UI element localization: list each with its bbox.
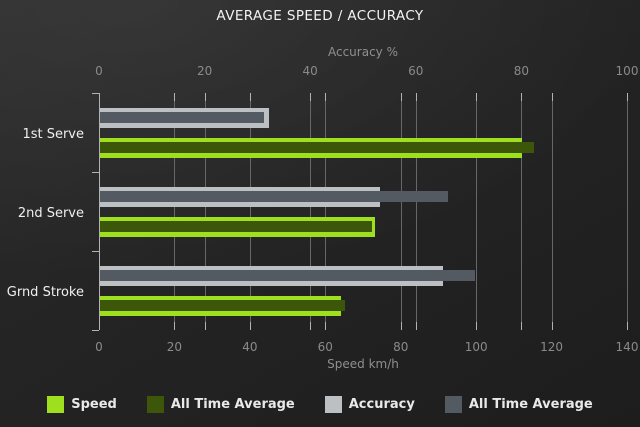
tick-bottom-60-top	[325, 93, 327, 101]
axis-tick-label-top-40: 40	[302, 64, 318, 78]
gridline-bottom-60	[325, 93, 327, 330]
axis-tick-label-bottom-120: 120	[540, 340, 564, 354]
tick-bottom-120-top	[551, 93, 553, 101]
tick-top-40-top	[310, 93, 312, 101]
axis-tick-label-bottom-80: 80	[393, 340, 409, 354]
category-boundary-tick-3	[92, 330, 99, 331]
tick-top-80-top	[521, 93, 523, 101]
axis-tick-label-bottom-0: 0	[95, 340, 103, 354]
gridline-bottom-140	[627, 93, 628, 330]
legend-item-0-speed: Speed	[47, 396, 117, 413]
tick-top-80-bottom	[521, 322, 523, 330]
axis-tick-label-top-100: 100	[615, 64, 639, 78]
gridline-top-80	[521, 93, 523, 330]
tick-top-60-bottom	[415, 322, 417, 330]
plot-area	[92, 93, 628, 331]
tick-bottom-140-bottom	[627, 322, 628, 330]
gridline-bottom-120	[551, 93, 553, 330]
tick-bottom-100-bottom	[476, 322, 478, 330]
category-label-2nd-serve: 2nd Serve	[17, 205, 84, 221]
legend-item-1-all-time-average: All Time Average	[146, 396, 295, 413]
tick-top-40-bottom	[310, 322, 312, 330]
axis-tick-label-bottom-60: 60	[317, 340, 333, 354]
bar-accuracy-all-time-average-1st-serve	[100, 112, 264, 123]
tick-bottom-140-top	[627, 93, 628, 101]
tick-bottom-80-bottom	[400, 322, 402, 330]
gridline-top-20	[204, 93, 206, 330]
tick-bottom-80-top	[400, 93, 402, 101]
category-boundary-tick-1	[92, 172, 99, 173]
legend: Speed All Time Average Accuracy All Time Av…	[0, 396, 640, 413]
y-axis-line	[99, 93, 100, 330]
legend-swatch-speed-icon	[47, 396, 65, 413]
legend-item-2-accuracy: Accuracy	[324, 396, 415, 413]
legend-item-3-all-time-average: All Time Average	[444, 396, 593, 413]
axis-tick-label-top-20: 20	[196, 64, 213, 78]
axis-tick-label-top-60: 60	[408, 64, 424, 78]
category-label-1st-serve: 1st Serve	[22, 126, 84, 142]
gridline-bottom-40	[249, 93, 251, 330]
bar-speed-all-time-average-2nd-serve	[100, 221, 372, 232]
gridline-bottom-80	[400, 93, 402, 330]
bottom-axis-title: Speed km/h	[327, 357, 399, 371]
tick-bottom-60-bottom	[325, 322, 327, 330]
axis-tick-label-top-0: 0	[95, 64, 103, 78]
tick-bottom-100-top	[476, 93, 478, 101]
tick-bottom-20-bottom	[174, 322, 176, 330]
legend-label-speed: Speed	[71, 397, 117, 412]
tick-bottom-40-bottom	[249, 322, 251, 330]
tick-bottom-20-top	[174, 93, 176, 101]
axis-tick-label-bottom-100: 100	[464, 340, 488, 354]
axis-tick-label-bottom-40: 40	[242, 340, 258, 354]
legend-swatch-all-time-average-icon	[146, 396, 164, 413]
legend-label-all-time-average: All Time Average	[468, 397, 593, 412]
tick-top-60-top	[415, 93, 417, 101]
legend-swatch-accuracy-icon	[324, 396, 342, 413]
bar-speed-all-time-average-grnd-stroke	[100, 300, 346, 311]
gridline-top-40	[310, 93, 312, 330]
gridline-top-60	[415, 93, 417, 330]
axis-tick-label-top-80: 80	[513, 64, 530, 78]
category-boundary-tick-0	[92, 93, 99, 94]
tick-bottom-120-bottom	[551, 322, 553, 330]
gridline-bottom-100	[476, 93, 478, 330]
top-axis-title: Accuracy %	[327, 45, 398, 59]
bar-accuracy-all-time-average-2nd-serve	[100, 191, 449, 202]
bar-accuracy-all-time-average-grnd-stroke	[100, 270, 475, 281]
tick-top-20-bottom	[204, 322, 206, 330]
axis-tick-label-bottom-140: 140	[615, 340, 639, 354]
chart-title: AVERAGE SPEED / ACCURACY	[216, 8, 424, 24]
tick-top-20-top	[204, 93, 206, 101]
category-boundary-tick-2	[92, 251, 99, 252]
legend-label-accuracy: Accuracy	[348, 397, 415, 412]
legend-swatch-all-time-average-icon	[444, 396, 462, 413]
category-label-grnd-stroke: Grnd Stroke	[6, 284, 84, 300]
gridline-bottom-20	[174, 93, 176, 330]
bar-speed-all-time-average-1st-serve	[100, 142, 534, 153]
legend-label-all-time-average: All Time Average	[170, 397, 295, 412]
tick-bottom-40-top	[249, 93, 251, 101]
axis-tick-label-bottom-20: 20	[166, 340, 183, 354]
